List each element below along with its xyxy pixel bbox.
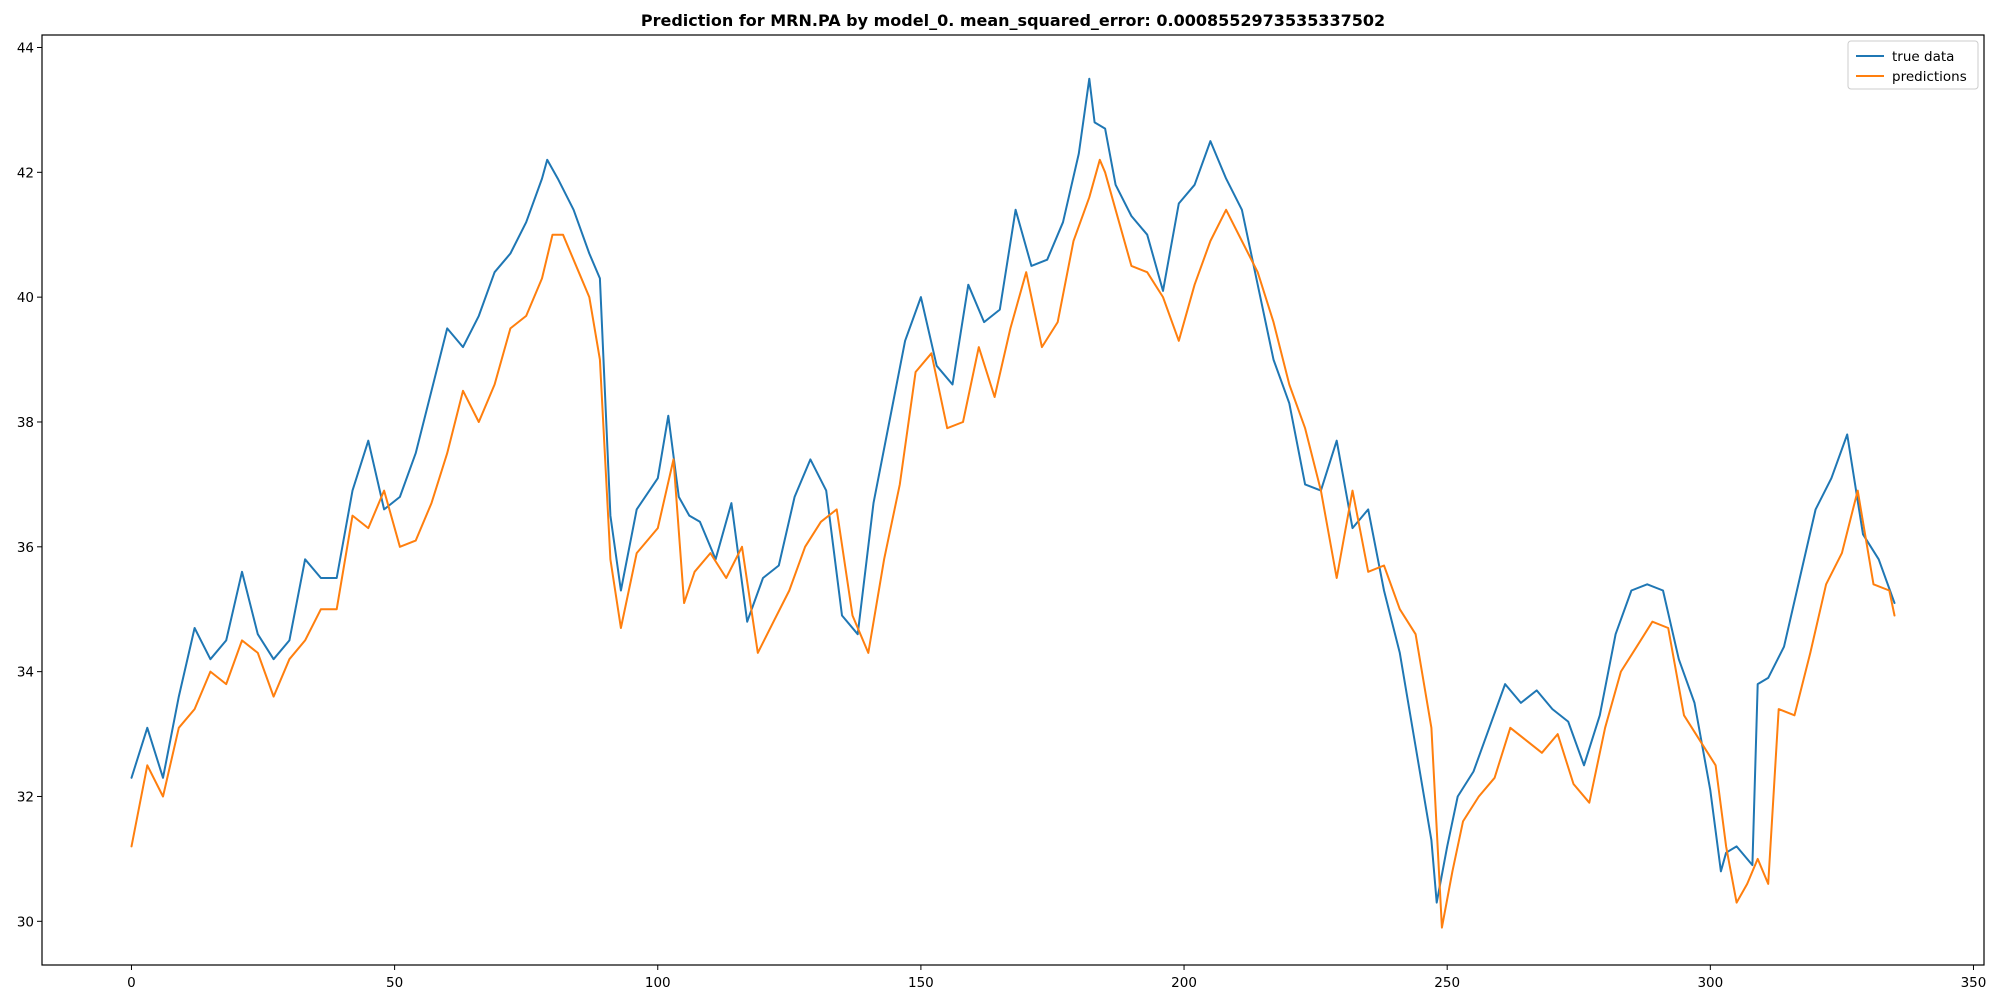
x-tick-label: 100 — [645, 975, 671, 991]
x-tick-label: 300 — [1697, 975, 1723, 991]
legend-label: predictions — [1892, 69, 1967, 85]
x-tick-label: 0 — [127, 975, 136, 991]
plot-area: 0 50 100 150 200 250 300 350 30 32 34 36 38 40 42 44 — [17, 40, 1987, 991]
y-tick-label: 36 — [17, 540, 34, 556]
x-tick-label: 200 — [1171, 975, 1197, 991]
x-tick-label: 50 — [386, 975, 403, 991]
x-tick-label: 350 — [1961, 975, 1987, 991]
y-tick-label: 32 — [17, 789, 34, 805]
y-tick-label: 38 — [17, 415, 34, 431]
x-tick-label: 150 — [908, 975, 934, 991]
legend: true data predictions — [1847, 40, 1979, 90]
x-tick-label: 250 — [1434, 975, 1460, 991]
y-tick-label: 42 — [17, 165, 34, 181]
series-line-predictions — [130, 158, 1896, 929]
legend-label: true data — [1892, 49, 1954, 65]
y-tick-label: 34 — [17, 665, 34, 681]
y-tick-label: 40 — [17, 290, 34, 306]
series-line-true-data — [130, 77, 1896, 904]
y-tick-label: 44 — [17, 40, 34, 56]
chart-title: Prediction for MRN.PA by model_0. mean_s… — [641, 11, 1385, 30]
y-tick-label: 30 — [17, 914, 34, 930]
axes-frame — [41, 34, 1985, 966]
